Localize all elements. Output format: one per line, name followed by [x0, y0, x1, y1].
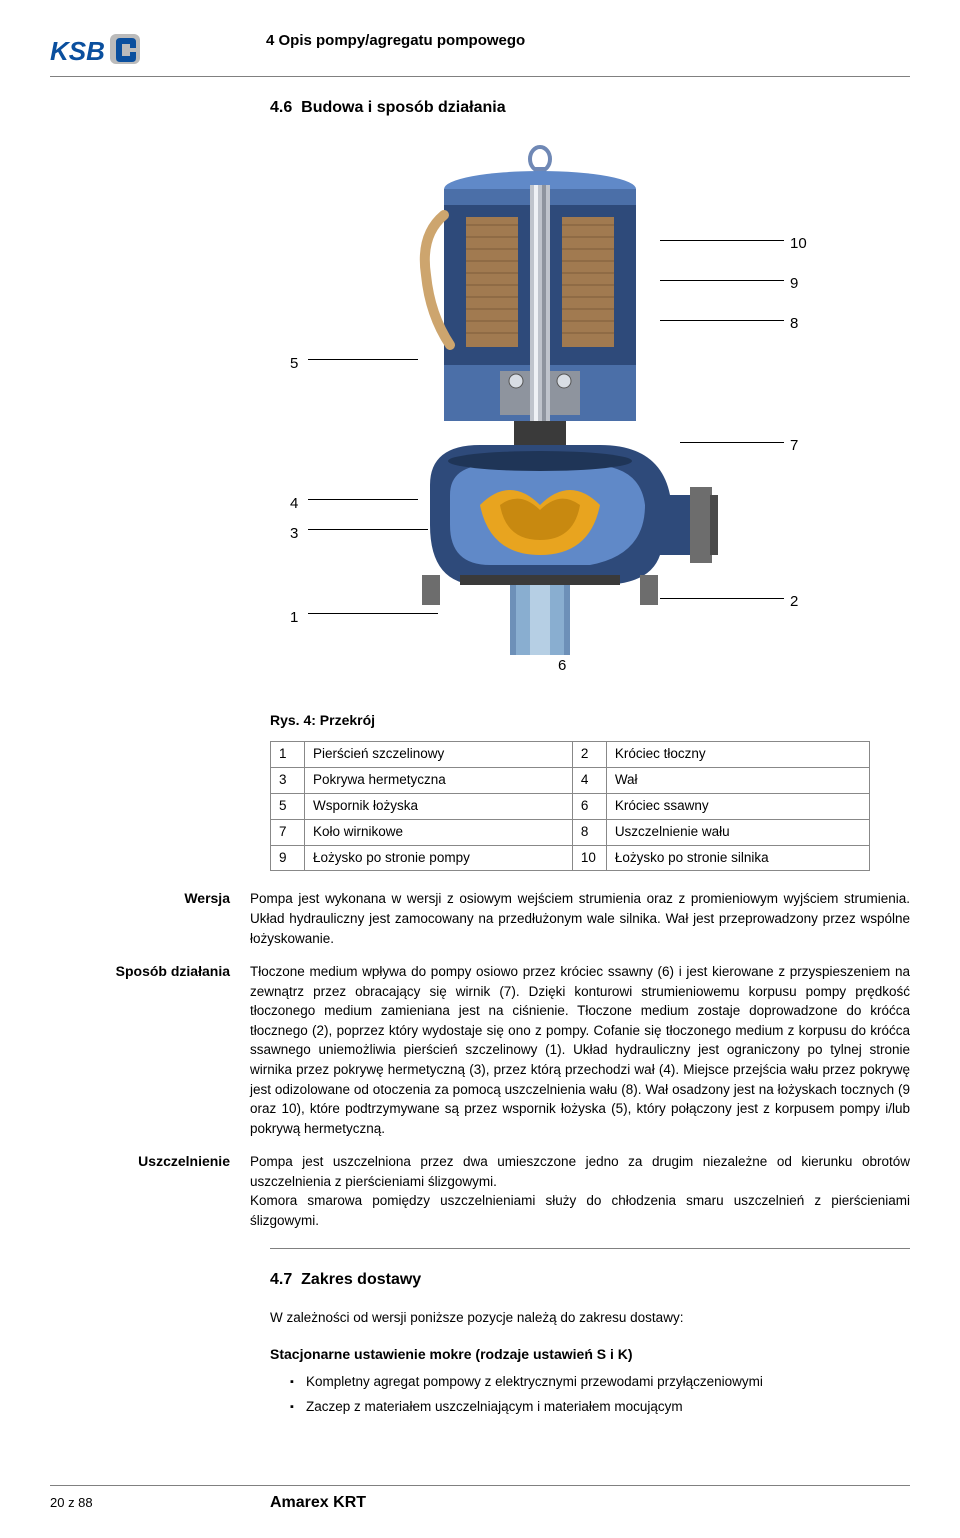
part-number: 3 — [271, 767, 305, 793]
header-title: 4 Opis pompy/agregatu pompowego — [266, 30, 525, 51]
section-4-7-heading: 4.7 Zakres dostawy — [270, 1269, 910, 1291]
part-number: 7 — [271, 819, 305, 845]
part-label: Pokrywa hermetyczna — [305, 767, 573, 793]
section-title: Budowa i sposób działania — [301, 99, 505, 116]
table-row: 7Koło wirnikowe8Uszczelnienie wału — [271, 819, 870, 845]
part-number: 6 — [572, 793, 606, 819]
part-label: Króciec tłoczny — [606, 741, 869, 767]
definition-text: Pompa jest wykonana w wersji z osiowym w… — [250, 889, 910, 948]
leader-8 — [660, 320, 784, 321]
leader-1 — [308, 613, 438, 614]
leader-10 — [660, 240, 784, 241]
callout-5: 5 — [290, 353, 298, 374]
callout-2: 2 — [790, 591, 798, 612]
section-4-7-number: 4.7 — [270, 1271, 292, 1288]
callout-6: 6 — [558, 655, 566, 676]
part-number: 4 — [572, 767, 606, 793]
part-number: 5 — [271, 793, 305, 819]
definition-row: UszczelnieniePompa jest uszczelniona prz… — [50, 1152, 910, 1230]
part-label: Wspornik łożyska — [305, 793, 573, 819]
part-number: 9 — [271, 845, 305, 871]
definition-text: Tłoczone medium wpływa do pompy osiowo p… — [250, 962, 910, 1138]
part-label: Wał — [606, 767, 869, 793]
callout-8: 8 — [790, 313, 798, 334]
product-name: Amarex KRT — [270, 1492, 366, 1514]
callout-1: 1 — [290, 607, 298, 628]
logo-text: KSB — [50, 36, 105, 66]
section-4-7-title: Zakres dostawy — [301, 1271, 421, 1288]
page-header: KSB 4 Opis pompy/agregatu pompowego — [50, 30, 910, 77]
pump-cutaway-diagram: 10 9 8 7 5 4 3 1 6 2 — [230, 135, 870, 695]
leader-3 — [308, 529, 428, 530]
part-label: Króciec ssawny — [606, 793, 869, 819]
leader-9 — [660, 280, 784, 281]
definition-row: WersjaPompa jest wykonana w wersji z osi… — [50, 889, 910, 948]
leader-7 — [680, 442, 784, 443]
section-4-6-heading: 4.6 Budowa i sposób działania — [270, 97, 910, 119]
section-divider — [270, 1248, 910, 1249]
callout-3: 3 — [290, 523, 298, 544]
leader-2 — [660, 598, 784, 599]
table-row: 3Pokrywa hermetyczna4Wał — [271, 767, 870, 793]
leader-4 — [308, 499, 418, 500]
part-number: 8 — [572, 819, 606, 845]
part-number: 2 — [572, 741, 606, 767]
wet-install-heading: Stacjonarne ustawienie mokre (rodzaje us… — [270, 1345, 910, 1365]
leader-5 — [308, 359, 418, 360]
definition-term: Uszczelnienie — [50, 1152, 250, 1230]
table-row: 5Wspornik łożyska6Króciec ssawny — [271, 793, 870, 819]
pump-illustration — [360, 145, 720, 665]
definition-term: Sposób działania — [50, 962, 250, 1138]
scope-bullet-1: Kompletny agregat pompowy z elektrycznym… — [290, 1373, 910, 1392]
callout-4: 4 — [290, 493, 298, 514]
part-label: Koło wirnikowe — [305, 819, 573, 845]
part-label: Łożysko po stronie silnika — [606, 845, 869, 871]
part-number: 1 — [271, 741, 305, 767]
figure-caption: Rys. 4: Przekrój — [270, 711, 910, 731]
scope-bullet-2: Zaczep z materiałem uszczelniającym i ma… — [290, 1398, 910, 1417]
page-footer: 20 z 88 Amarex KRT — [50, 1485, 910, 1514]
part-label: Pierścień szczelinowy — [305, 741, 573, 767]
scope-bullet-list: Kompletny agregat pompowy z elektrycznym… — [290, 1373, 910, 1417]
table-row: 1Pierścień szczelinowy2Króciec tłoczny — [271, 741, 870, 767]
parts-table: 1Pierścień szczelinowy2Króciec tłoczny3P… — [270, 741, 870, 871]
part-label: Uszczelnienie wału — [606, 819, 869, 845]
definition-term: Wersja — [50, 889, 250, 948]
table-row: 9Łożysko po stronie pompy10Łożysko po st… — [271, 845, 870, 871]
ksb-logo: KSB — [50, 30, 146, 70]
scope-intro: W zależności od wersji poniższe pozycje … — [270, 1308, 910, 1328]
definition-text: Pompa jest uszczelniona przez dwa umiesz… — [250, 1152, 910, 1230]
section-number: 4.6 — [270, 99, 292, 116]
callout-7: 7 — [790, 435, 798, 456]
definition-row: Sposób działaniaTłoczone medium wpływa d… — [50, 962, 910, 1138]
part-label: Łożysko po stronie pompy — [305, 845, 573, 871]
callout-10: 10 — [790, 233, 807, 254]
part-number: 10 — [572, 845, 606, 871]
page-number: 20 z 88 — [50, 1494, 250, 1512]
callout-9: 9 — [790, 273, 798, 294]
